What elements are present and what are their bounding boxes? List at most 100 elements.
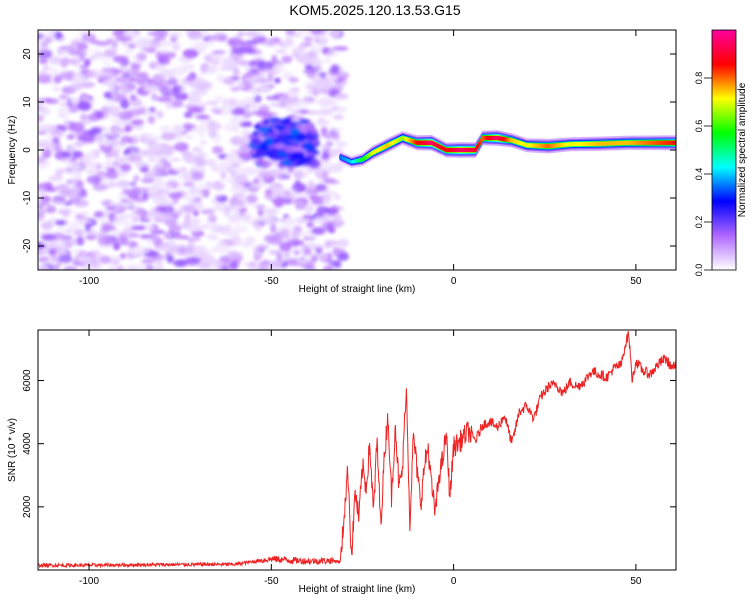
heatmap-noise-cell bbox=[216, 227, 231, 233]
heatmap-noise-cell bbox=[232, 123, 240, 133]
heatmap-noise-cell bbox=[258, 104, 270, 113]
heatmap-noise-cell bbox=[264, 217, 278, 226]
heatmap-noise-cell bbox=[134, 263, 147, 270]
heatmap-noise-cell bbox=[56, 183, 70, 192]
heatmap-noise-cell bbox=[116, 77, 129, 82]
heatmap-noise-cell bbox=[238, 144, 252, 151]
heatmap-noise-cell bbox=[195, 157, 207, 167]
heatmap-noise-cell bbox=[230, 166, 245, 171]
heatmap-noise-cell bbox=[38, 114, 45, 123]
heatmap-noise-cell bbox=[223, 207, 231, 217]
heatmap-noise-cell bbox=[183, 111, 193, 119]
heatmap-noise-cell bbox=[120, 216, 129, 226]
snr-series-line bbox=[38, 330, 676, 569]
heatmap-noise-cell bbox=[237, 30, 245, 37]
heatmap-noise-cell bbox=[181, 193, 195, 202]
heatmap-noise-cell bbox=[79, 64, 89, 70]
heatmap-noise-cell bbox=[229, 186, 245, 192]
heatmap-noise-cell bbox=[69, 121, 85, 132]
heatmap-noise-cell bbox=[316, 166, 324, 177]
heatmap-noise-cell bbox=[201, 255, 216, 263]
heatmap-noise-cell bbox=[159, 125, 171, 133]
heatmap-noise-cell bbox=[97, 235, 112, 246]
heatmap-noise-cell bbox=[55, 170, 63, 177]
heatmap-noise-cell bbox=[99, 255, 112, 264]
heatmap-noise-cell bbox=[188, 81, 203, 88]
heatmap-noise-cell bbox=[223, 77, 233, 85]
heatmap-noise-cell bbox=[135, 159, 144, 169]
heatmap-noise-cell bbox=[219, 66, 233, 71]
spectrogram-x-label: Height of straight line (km) bbox=[299, 284, 416, 295]
heatmap-noise-cell bbox=[95, 40, 111, 47]
heatmap-cluster-cell bbox=[255, 149, 269, 158]
heatmap-noise-cell bbox=[66, 134, 76, 140]
heatmap-noise-cell bbox=[84, 222, 91, 232]
heatmap-noise-cell bbox=[124, 146, 140, 155]
heatmap-noise-cell bbox=[58, 72, 72, 81]
heatmap-noise-cell bbox=[335, 139, 344, 148]
heatmap-noise-cell bbox=[124, 48, 134, 54]
heatmap-noise-cell bbox=[119, 198, 130, 204]
snr-x-label: Height of straight line (km) bbox=[299, 584, 416, 595]
heatmap-noise-cell bbox=[67, 49, 81, 56]
heatmap-noise-cell bbox=[75, 179, 84, 189]
heatmap-noise-cell bbox=[121, 72, 131, 78]
heatmap-noise-cell bbox=[205, 65, 218, 74]
heatmap-noise-cell bbox=[267, 37, 276, 47]
heatmap-noise-cell bbox=[229, 115, 245, 126]
heatmap-noise-cell bbox=[271, 190, 279, 200]
heatmap-noise-cell bbox=[38, 58, 48, 64]
heatmap-noise-cell bbox=[204, 220, 212, 227]
heatmap-noise-cell bbox=[93, 73, 108, 79]
heatmap-noise-cell bbox=[231, 157, 246, 165]
heatmap-noise-cell bbox=[247, 60, 257, 67]
heatmap-noise-cell bbox=[306, 73, 316, 79]
heatmap-noise-cell bbox=[268, 250, 284, 255]
heatmap-noise-cell bbox=[72, 165, 87, 172]
heatmap-noise-cell bbox=[104, 226, 117, 231]
colorbar-label: Normalized spectral amplitude bbox=[737, 82, 748, 217]
heatmap-noise-cell bbox=[151, 92, 158, 102]
heatmap-noise-cell bbox=[69, 59, 79, 66]
heatmap-noise-cell bbox=[136, 72, 149, 78]
heatmap-noise-cell bbox=[319, 161, 332, 166]
heatmap-noise-cell bbox=[224, 57, 236, 67]
heatmap-noise-cell bbox=[332, 114, 344, 120]
heatmap-noise-cell bbox=[77, 51, 88, 56]
heatmap-noise-cell bbox=[173, 93, 189, 101]
heatmap-noise-cell bbox=[131, 225, 147, 231]
heatmap-noise-cell bbox=[147, 115, 156, 124]
snr-y-tick-label: 4000 bbox=[22, 432, 33, 455]
spectrogram-x-tick-label: -100 bbox=[79, 276, 99, 287]
heatmap-noise-cell bbox=[289, 240, 305, 245]
heatmap-noise-cell bbox=[40, 160, 51, 167]
heatmap-noise-cell bbox=[106, 182, 117, 188]
heatmap-noise-cell bbox=[48, 248, 57, 256]
heatmap-noise-cell bbox=[316, 206, 330, 214]
heatmap-noise-cell bbox=[135, 244, 144, 252]
heatmap-noise-cell bbox=[185, 258, 200, 266]
heatmap-cluster-cell bbox=[295, 132, 307, 142]
heatmap-noise-cell bbox=[221, 265, 229, 270]
heatmap-noise-cell bbox=[168, 224, 182, 232]
heatmap-noise-cell bbox=[184, 134, 194, 141]
heatmap-noise-cell bbox=[131, 134, 140, 144]
heatmap-noise-cell bbox=[226, 251, 241, 260]
heatmap-noise-cell bbox=[333, 194, 341, 200]
heatmap-noise-cell bbox=[50, 197, 66, 205]
heatmap-noise-cell bbox=[207, 234, 219, 241]
heatmap-noise-cell bbox=[40, 201, 51, 207]
heatmap-noise-cell bbox=[168, 76, 177, 82]
heatmap-noise-cell bbox=[207, 214, 218, 223]
heatmap-noise-cell bbox=[212, 109, 222, 115]
spectrogram-y-tick-label: -10 bbox=[22, 190, 33, 205]
heatmap-noise-cell bbox=[52, 238, 66, 249]
heatmap-noise-cell bbox=[58, 94, 69, 100]
heatmap-noise-cell bbox=[61, 211, 70, 218]
heatmap-noise-cell bbox=[315, 183, 327, 192]
heatmap-noise-cell bbox=[102, 78, 117, 87]
heatmap-noise-cell bbox=[187, 95, 202, 104]
heatmap-noise-cell bbox=[148, 106, 156, 113]
